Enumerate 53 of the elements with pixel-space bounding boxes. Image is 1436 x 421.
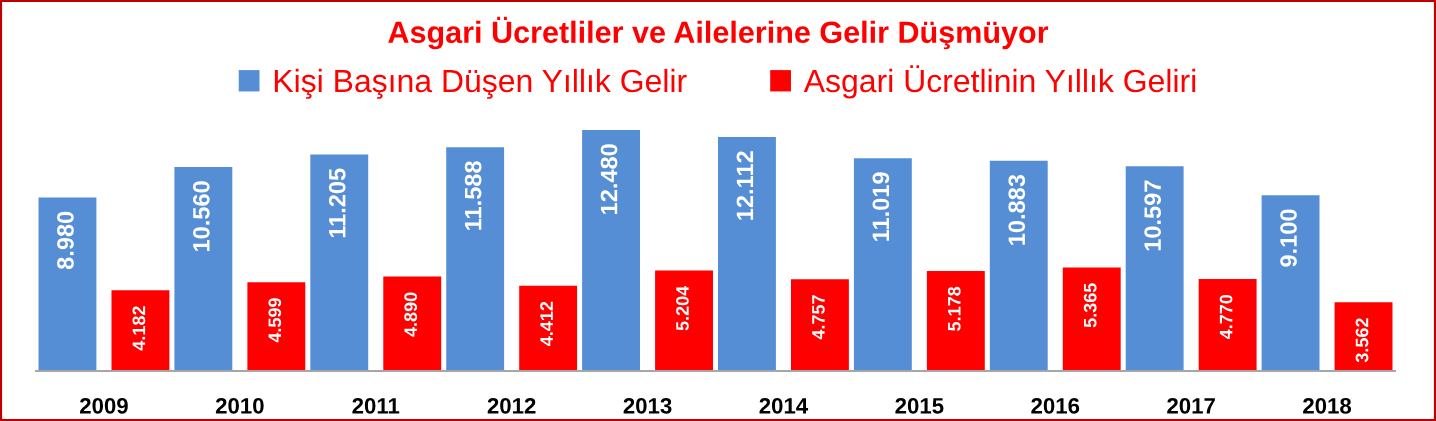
bar <box>926 271 985 371</box>
data-label: 11.588 <box>464 161 482 230</box>
data-label: 4.599 <box>268 298 282 343</box>
bar <box>247 282 306 371</box>
bar <box>853 158 912 371</box>
data-label: 11.019 <box>872 172 890 241</box>
data-label: 5.365 <box>1083 283 1097 328</box>
data-label: 4.182 <box>132 306 146 351</box>
x-tick-label: 2012 <box>487 397 536 414</box>
bar <box>718 137 776 371</box>
legend-label: Kişi Başına Düşen Yıllık Gelir <box>274 68 687 99</box>
bar <box>174 167 233 371</box>
data-label: 4.757 <box>812 295 825 340</box>
x-tick-label: 2009 <box>80 397 128 414</box>
bar <box>1334 302 1393 371</box>
data-label: 10.883 <box>1008 174 1026 245</box>
bar <box>310 154 369 371</box>
bar <box>38 197 97 371</box>
bar <box>790 279 849 371</box>
data-label: 12.480 <box>600 144 618 214</box>
x-tick-label: 2018 <box>1303 397 1352 414</box>
data-label: 4.890 <box>404 292 418 337</box>
data-label: 10.597 <box>1144 180 1161 251</box>
bar <box>446 147 505 371</box>
bar <box>1198 278 1257 371</box>
legend-label: Asgari Ücretlinin Yıllık Geliri <box>803 65 1196 99</box>
bar <box>383 276 442 371</box>
data-label: 5.204 <box>676 285 689 331</box>
x-tick-label: 2013 <box>623 397 672 414</box>
bar <box>1261 195 1320 371</box>
x-tick-label: 2015 <box>895 397 944 414</box>
data-label: 4.412 <box>540 301 553 346</box>
data-label: 4.770 <box>1219 294 1233 340</box>
data-label: 5.178 <box>947 286 961 331</box>
data-label: 9.100 <box>1280 209 1297 267</box>
x-tick-label: 2010 <box>215 397 264 414</box>
bar <box>989 160 1048 371</box>
data-label: 10.560 <box>192 181 210 251</box>
bar <box>519 285 578 371</box>
bar <box>1125 166 1184 371</box>
bar <box>111 290 170 371</box>
x-tick-label: 2011 <box>352 397 400 414</box>
data-label: 3.562 <box>1355 318 1369 363</box>
data-label: 8.980 <box>57 211 74 270</box>
x-tick-label: 2016 <box>1031 397 1080 414</box>
bar <box>655 270 713 371</box>
x-tick-label: 2017 <box>1167 397 1215 414</box>
data-label: 12.112 <box>736 151 754 220</box>
chart-title: Asgari Ücretliler ve Ailelerine Gelir Düşmüyor <box>388 16 1049 50</box>
data-label: 11.205 <box>328 168 346 238</box>
x-tick-label: 2014 <box>759 397 809 414</box>
bar <box>582 130 641 371</box>
bar <box>1062 267 1121 371</box>
